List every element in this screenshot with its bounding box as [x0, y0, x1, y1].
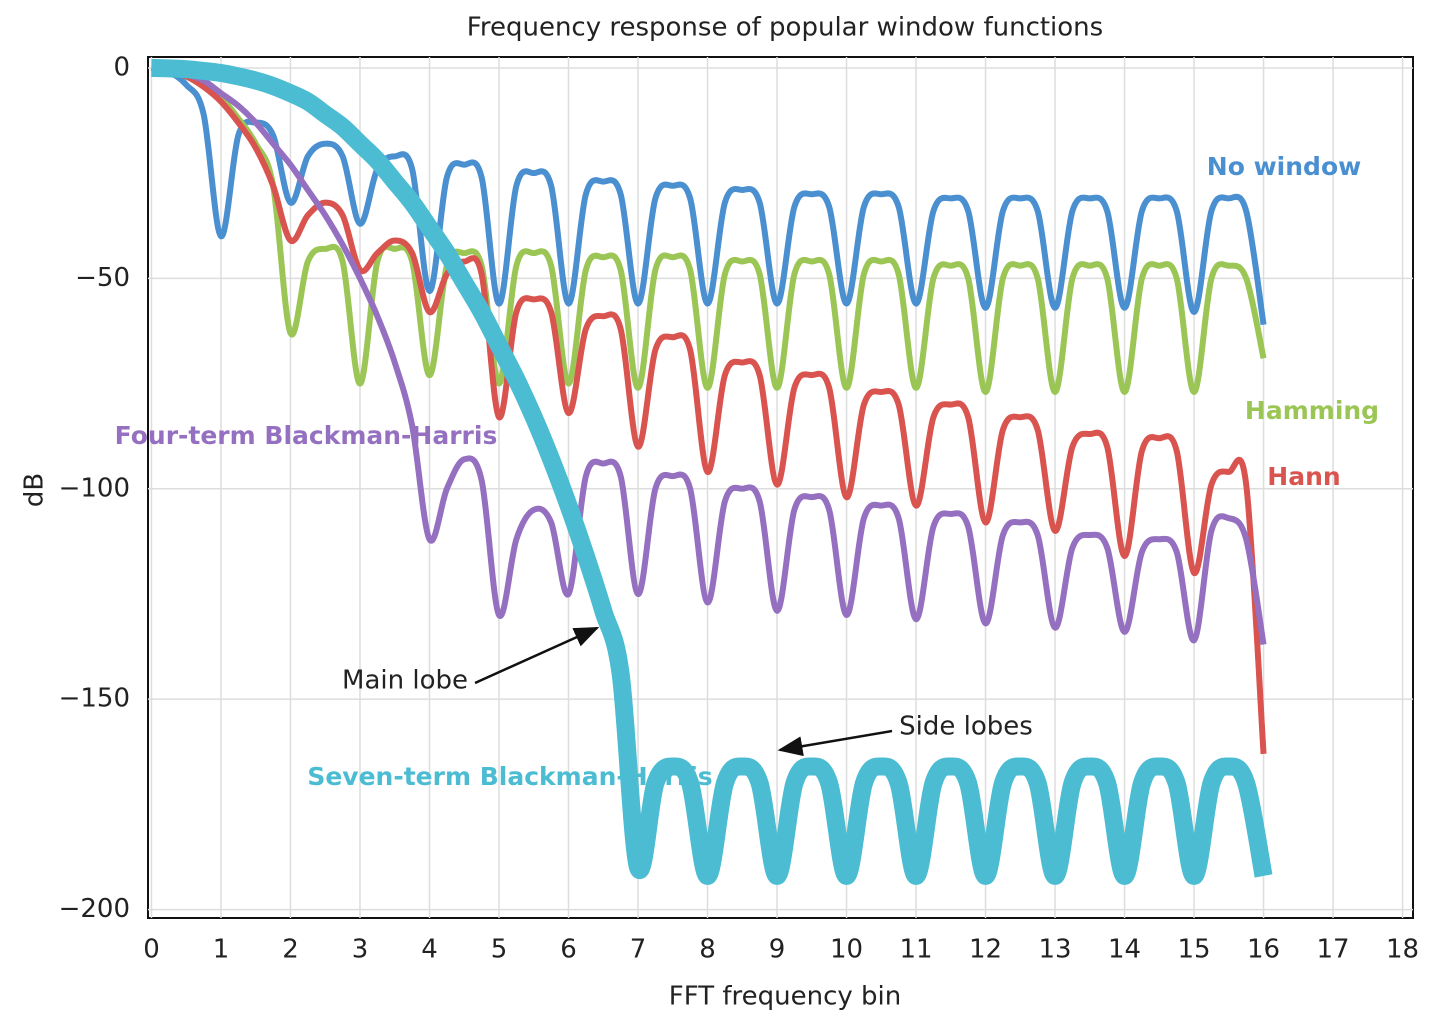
- x-axis-label: FFT frequency bin: [669, 982, 901, 1012]
- x-tick-label: 2: [282, 935, 299, 965]
- x-tick-label: 12: [969, 935, 1002, 965]
- annotation: Main lobe: [342, 666, 468, 696]
- y-tick-label: 0: [113, 52, 130, 82]
- annotation-arrow: [474, 626, 600, 685]
- y-tick-label: −100: [59, 473, 130, 503]
- x-tick-label: 18: [1386, 935, 1419, 965]
- x-tick-label: 7: [630, 935, 647, 965]
- series-line: [151, 64, 1267, 755]
- series-label: Seven-term Blackman-Harris: [307, 762, 712, 791]
- x-tick-label: 1: [213, 935, 230, 965]
- annotations: No window Hamming Hann Four-term Blackman-H…: [115, 152, 1379, 791]
- x-tick-label: 10: [830, 935, 863, 965]
- series-line: [150, 65, 1267, 326]
- x-tick-label: 11: [899, 935, 932, 965]
- x-tick-label: 3: [352, 935, 369, 965]
- x-tick-label: 14: [1108, 935, 1141, 965]
- series-line: [151, 58, 1273, 885]
- series-label: Hann: [1267, 462, 1340, 491]
- x-tick-label: 5: [491, 935, 508, 965]
- x-tick-label: 4: [421, 935, 438, 965]
- y-tick-label: −150: [59, 684, 130, 714]
- series-label: Hamming: [1245, 396, 1379, 425]
- series-label: No window: [1207, 152, 1361, 181]
- y-tick-label: −50: [75, 263, 130, 293]
- x-tick-label: 13: [1038, 935, 1071, 965]
- y-tick-label: −200: [59, 894, 130, 924]
- chart-title: Frequency response of popular window fun…: [467, 13, 1103, 43]
- x-tick-label: 16: [1247, 935, 1280, 965]
- x-tick-label: 6: [560, 935, 577, 965]
- x-tick-label: 8: [699, 935, 716, 965]
- x-tick-label: 15: [1178, 935, 1211, 965]
- y-axis-label: dB: [20, 473, 50, 507]
- series-label: Four-term Blackman-Harris: [115, 421, 498, 450]
- series-line: [151, 64, 1267, 645]
- plot-frame: [147, 56, 1414, 919]
- x-tick-label: 17: [1317, 935, 1350, 965]
- annotation-arrow: [777, 729, 893, 757]
- annotation: Side lobes: [899, 712, 1033, 742]
- lines: [150, 58, 1273, 885]
- series-line: [151, 64, 1267, 395]
- x-tick-label: 9: [769, 935, 786, 965]
- x-tick-label: 0: [143, 935, 160, 965]
